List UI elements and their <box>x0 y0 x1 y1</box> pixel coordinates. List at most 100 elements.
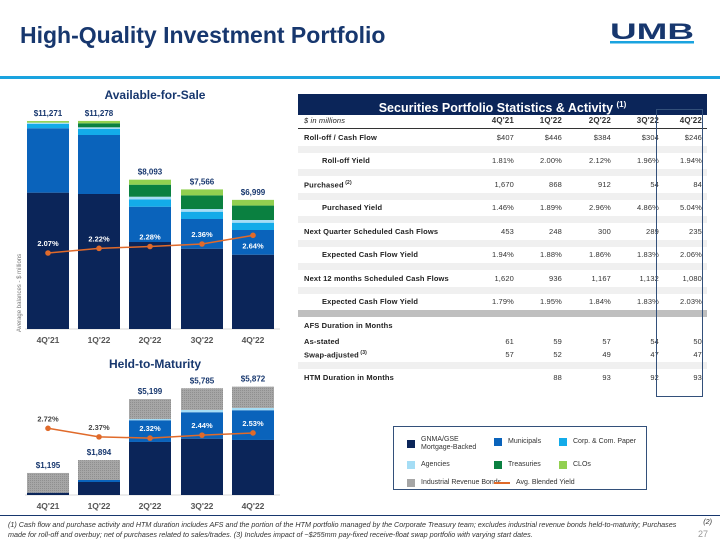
cell-value: 1.94% <box>491 250 514 259</box>
bar-segment-irb <box>27 472 69 493</box>
table-header-row: $ in millions 4Q'21 1Q'22 2Q'22 3Q'22 4Q'22 <box>298 116 707 129</box>
yield-point <box>199 432 205 438</box>
legend-label: Avg. Blended Yield <box>516 479 575 486</box>
cell-value: 49 <box>602 350 611 359</box>
bar-total-label: $6,999 <box>241 188 266 197</box>
bar-segment-corp <box>232 222 274 230</box>
legend-label: Corp. & Com. Paper <box>573 438 637 445</box>
bar-segment-treasuries <box>129 184 171 197</box>
cell-value: 1.83% <box>636 250 659 259</box>
table-row: Roll-off / Cash Flow $407 $446 $384 $304 $246 <box>298 133 707 146</box>
x-tick-label: 2Q'22 <box>139 335 162 345</box>
htm-chart-title: Held-to-Maturity <box>109 357 201 371</box>
yield-label: 2.53% <box>242 419 264 428</box>
cell-value: 4Q'21 <box>491 116 514 125</box>
cell-value: 2.03% <box>679 297 702 306</box>
yield-point <box>45 250 51 256</box>
bar-segment-agencies <box>181 209 223 212</box>
table-row: HTM Duration in Months 88 93 92 93 <box>298 373 707 386</box>
bar-segment-agencies <box>129 196 171 200</box>
legend-label: Agencies <box>421 461 450 468</box>
table-row: Expected Cash Flow Yield 1.79% 1.95% 1.84% 1… <box>298 297 707 310</box>
legend-label: Industrial Revenue Bonds <box>421 479 502 486</box>
color-swatch-icon <box>494 461 502 469</box>
x-tick-label: 4Q'22 <box>242 501 265 511</box>
bar-segment-gnma <box>181 248 223 329</box>
yield-point <box>45 425 51 432</box>
cell-value: 5.04% <box>679 203 702 212</box>
bar-total-label: $5,785 <box>190 376 215 385</box>
bar-segment-treasuries <box>181 195 223 210</box>
cell-value: 54 <box>650 337 659 346</box>
row-separator <box>298 240 707 247</box>
cell-value: 300 <box>598 227 611 236</box>
cell-value: 1,080 <box>682 274 702 283</box>
row-label: AFS Duration in Months <box>304 321 393 330</box>
cell-value: 1Q'22 <box>539 116 562 125</box>
afs-chart-title: Available-for-Sale <box>104 88 206 102</box>
cell-value: $446 <box>544 133 562 142</box>
bar-segment-gnma <box>232 254 274 329</box>
yield-point <box>96 245 102 252</box>
legend-item-muni: Municipals <box>494 438 541 446</box>
bar-total-label: $1,195 <box>36 461 61 470</box>
legend-label: CLOs <box>573 461 591 468</box>
legend-item-yield: Avg. Blended Yield <box>494 479 575 487</box>
bar-segment-corp <box>78 129 120 135</box>
legend-item-irb: Industrial Revenue Bonds <box>407 479 501 487</box>
row-label: HTM Duration in Months <box>304 373 394 382</box>
bar-segment-agencies <box>181 409 223 413</box>
legend-item-clos: CLOs <box>559 461 591 469</box>
bar-segment-clos <box>27 121 69 123</box>
x-tick-label: 1Q'22 <box>88 501 111 511</box>
row-label: Purchased Yield <box>322 203 383 212</box>
current-quarter-highlight <box>656 109 703 397</box>
table-row: AFS Duration in Months <box>298 321 707 334</box>
section-separator <box>298 362 707 369</box>
yield-label: 2.32% <box>139 424 161 433</box>
bar-segment-muni <box>129 206 171 243</box>
table-row: Next 12 months Scheduled Cash Flows 1,620… <box>298 274 707 287</box>
bar-segment-corp <box>27 123 69 129</box>
yield-label: 2.37% <box>88 423 110 432</box>
cell-value: 2.06% <box>679 250 702 259</box>
bar-total-label: $5,872 <box>241 375 266 384</box>
yield-label: 2.64% <box>242 241 264 250</box>
row-separator <box>298 146 707 153</box>
bar-total-label: $8,093 <box>138 168 163 177</box>
row-label: Roll-off / Cash Flow <box>304 133 377 142</box>
legend-item-treasuries: Treasuries <box>494 461 541 469</box>
section-separator <box>298 310 707 317</box>
cell-value: 93 <box>693 373 702 382</box>
cell-value: 2.12% <box>588 156 611 165</box>
bar-segment-corp <box>181 211 223 220</box>
row-label: Roll-off Yield <box>322 156 370 165</box>
row-separator <box>298 169 707 176</box>
cell-value: 93 <box>602 373 611 382</box>
row-label: $ in millions <box>304 116 346 125</box>
table-row: Purchased Yield 1.46% 1.89% 2.96% 4.86% 5.04% <box>298 203 707 216</box>
bar-segment-agencies <box>78 127 120 130</box>
bar-segment-irb <box>78 460 120 481</box>
cell-value: 1.86% <box>588 250 611 259</box>
footnote-ref: (2) <box>703 517 712 526</box>
bar-segment-treasuries <box>78 123 120 128</box>
afs-chart: $11,271 4Q'21 $11,278 1Q'22 $8,093 2Q'22 $7,56… <box>25 109 280 345</box>
bar-segment-agencies <box>27 122 69 124</box>
line-swatch-icon <box>494 482 510 484</box>
yield-point <box>250 232 256 239</box>
cell-value: 2.96% <box>588 203 611 212</box>
bar-segment-muni <box>78 134 120 195</box>
legend-item-corp: Corp. & Com. Paper <box>559 438 636 446</box>
row-label: Swap-adjusted (3) <box>304 350 367 360</box>
cell-value: 47 <box>650 350 659 359</box>
x-tick-label: 4Q'21 <box>37 335 60 345</box>
legend-label: Treasuries <box>508 461 541 468</box>
page-title: High-Quality Investment Portfolio <box>20 22 386 48</box>
bar-segment-clos <box>181 189 223 196</box>
umb-logo: UMB <box>610 22 694 44</box>
bar-segment-gnma <box>27 192 69 329</box>
x-tick-label: 3Q'22 <box>191 501 214 511</box>
table-title-footnote: (1) <box>616 100 627 109</box>
table-title-text: Securities Portfolio Statistics & Activi… <box>378 101 614 116</box>
